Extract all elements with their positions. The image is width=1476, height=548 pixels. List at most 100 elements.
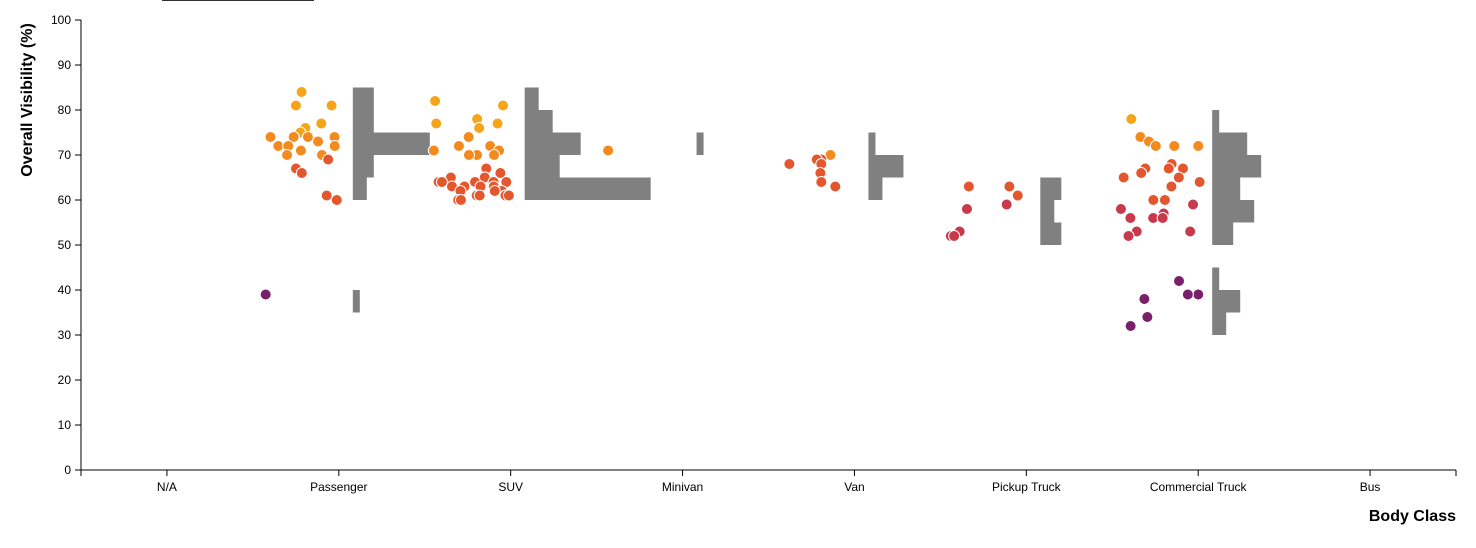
histogram-bar [1212,132,1248,155]
y-axis: 0 10 20 30 40 50 60 70 80 90 100 [51,13,82,477]
data-point [295,86,308,98]
x-tick-label: SUV [498,480,523,494]
data-point [948,230,961,242]
data-point [1141,311,1154,323]
x-tick-label: Minivan [662,480,703,494]
histogram-bar [868,155,904,178]
histogram-bar [1040,222,1062,245]
data-point [502,189,515,202]
data-point [488,149,501,161]
data-point [1147,194,1160,206]
marginal-histograms [352,87,1262,335]
y-tick-label: 10 [58,418,72,432]
data-point [1124,320,1137,332]
data-point [1124,212,1137,224]
data-point [1192,288,1205,301]
data-point [429,95,442,107]
data-point [454,194,467,206]
histogram-bar [696,132,704,155]
data-point [294,144,307,157]
data-point [435,176,448,188]
data-point [452,140,465,152]
data-point [473,189,486,202]
histogram-bar [1040,177,1062,200]
data-point [295,167,308,179]
data-point [488,185,501,197]
data-point [960,203,973,215]
histogram-bar [352,110,374,133]
histogram-bar [352,177,367,200]
data-point [462,149,475,161]
data-point [430,117,443,130]
data-point [1011,189,1024,202]
histogram-bar [1040,200,1055,223]
data-point [1003,180,1016,193]
y-tick-label: 100 [51,13,71,27]
y-tick-label: 30 [58,328,72,342]
x-tick-label: Van [844,480,864,494]
data-points [259,86,1206,332]
x-tick-label: Commercial Truck [1150,480,1248,494]
x-tick-label: N/A [157,480,177,494]
data-point [427,144,440,157]
histogram-bar [524,155,560,178]
histogram-bar [352,290,360,313]
histogram-bar [1212,312,1227,335]
y-axis-title: Overall Visibility (%) [19,23,36,177]
histogram-bar [524,110,553,133]
data-point [1117,171,1130,184]
data-point [320,189,333,202]
data-point [289,99,302,112]
data-point [1138,293,1151,305]
y-tick-label: 40 [58,283,72,297]
y-tick-label: 20 [58,373,72,387]
histogram-bar [1212,177,1241,200]
histogram-bar [1212,110,1220,133]
data-point [281,149,294,161]
data-point [783,158,796,170]
y-tick-label: 90 [58,58,72,72]
data-point [1187,198,1200,211]
data-point [322,153,335,166]
data-point [328,140,341,152]
histogram-bar [524,177,651,200]
data-point [264,131,277,143]
data-point [272,140,285,152]
data-point [330,194,343,206]
data-point [315,117,328,130]
histogram-bar [1212,290,1241,313]
x-tick-label: Pickup Truck [992,480,1062,494]
data-point [1114,203,1127,215]
data-point [962,180,975,193]
x-tick-label: Passenger [310,480,367,494]
histogram-bar [352,87,374,110]
data-point [602,144,615,157]
histogram-bar [1212,267,1220,290]
data-point [259,288,272,301]
data-point [1172,171,1185,184]
x-axis-title: Body Class [1369,508,1456,525]
data-point [1193,176,1206,188]
histogram-bar [868,132,876,155]
data-point [1156,212,1169,224]
histogram-bar [352,155,374,178]
y-tick-label: 60 [58,193,72,207]
data-point [1000,198,1013,211]
data-point [829,180,842,193]
data-point [325,99,338,112]
data-point [1135,167,1148,179]
data-point [301,131,314,143]
y-tick-label: 80 [58,103,72,117]
x-axis: N/A Passenger SUV Minivan Van Pickup Truck Com… [80,469,1457,494]
y-tick-label: 70 [58,148,72,162]
data-point [1158,194,1171,206]
data-point [1149,140,1162,152]
histogram-bar [1212,222,1234,245]
data-point [491,117,504,130]
histogram-bar [868,177,883,200]
data-point [1165,180,1178,193]
x-tick-label: Bus [1360,480,1381,494]
histogram-bar [352,132,430,155]
data-point [497,99,510,112]
